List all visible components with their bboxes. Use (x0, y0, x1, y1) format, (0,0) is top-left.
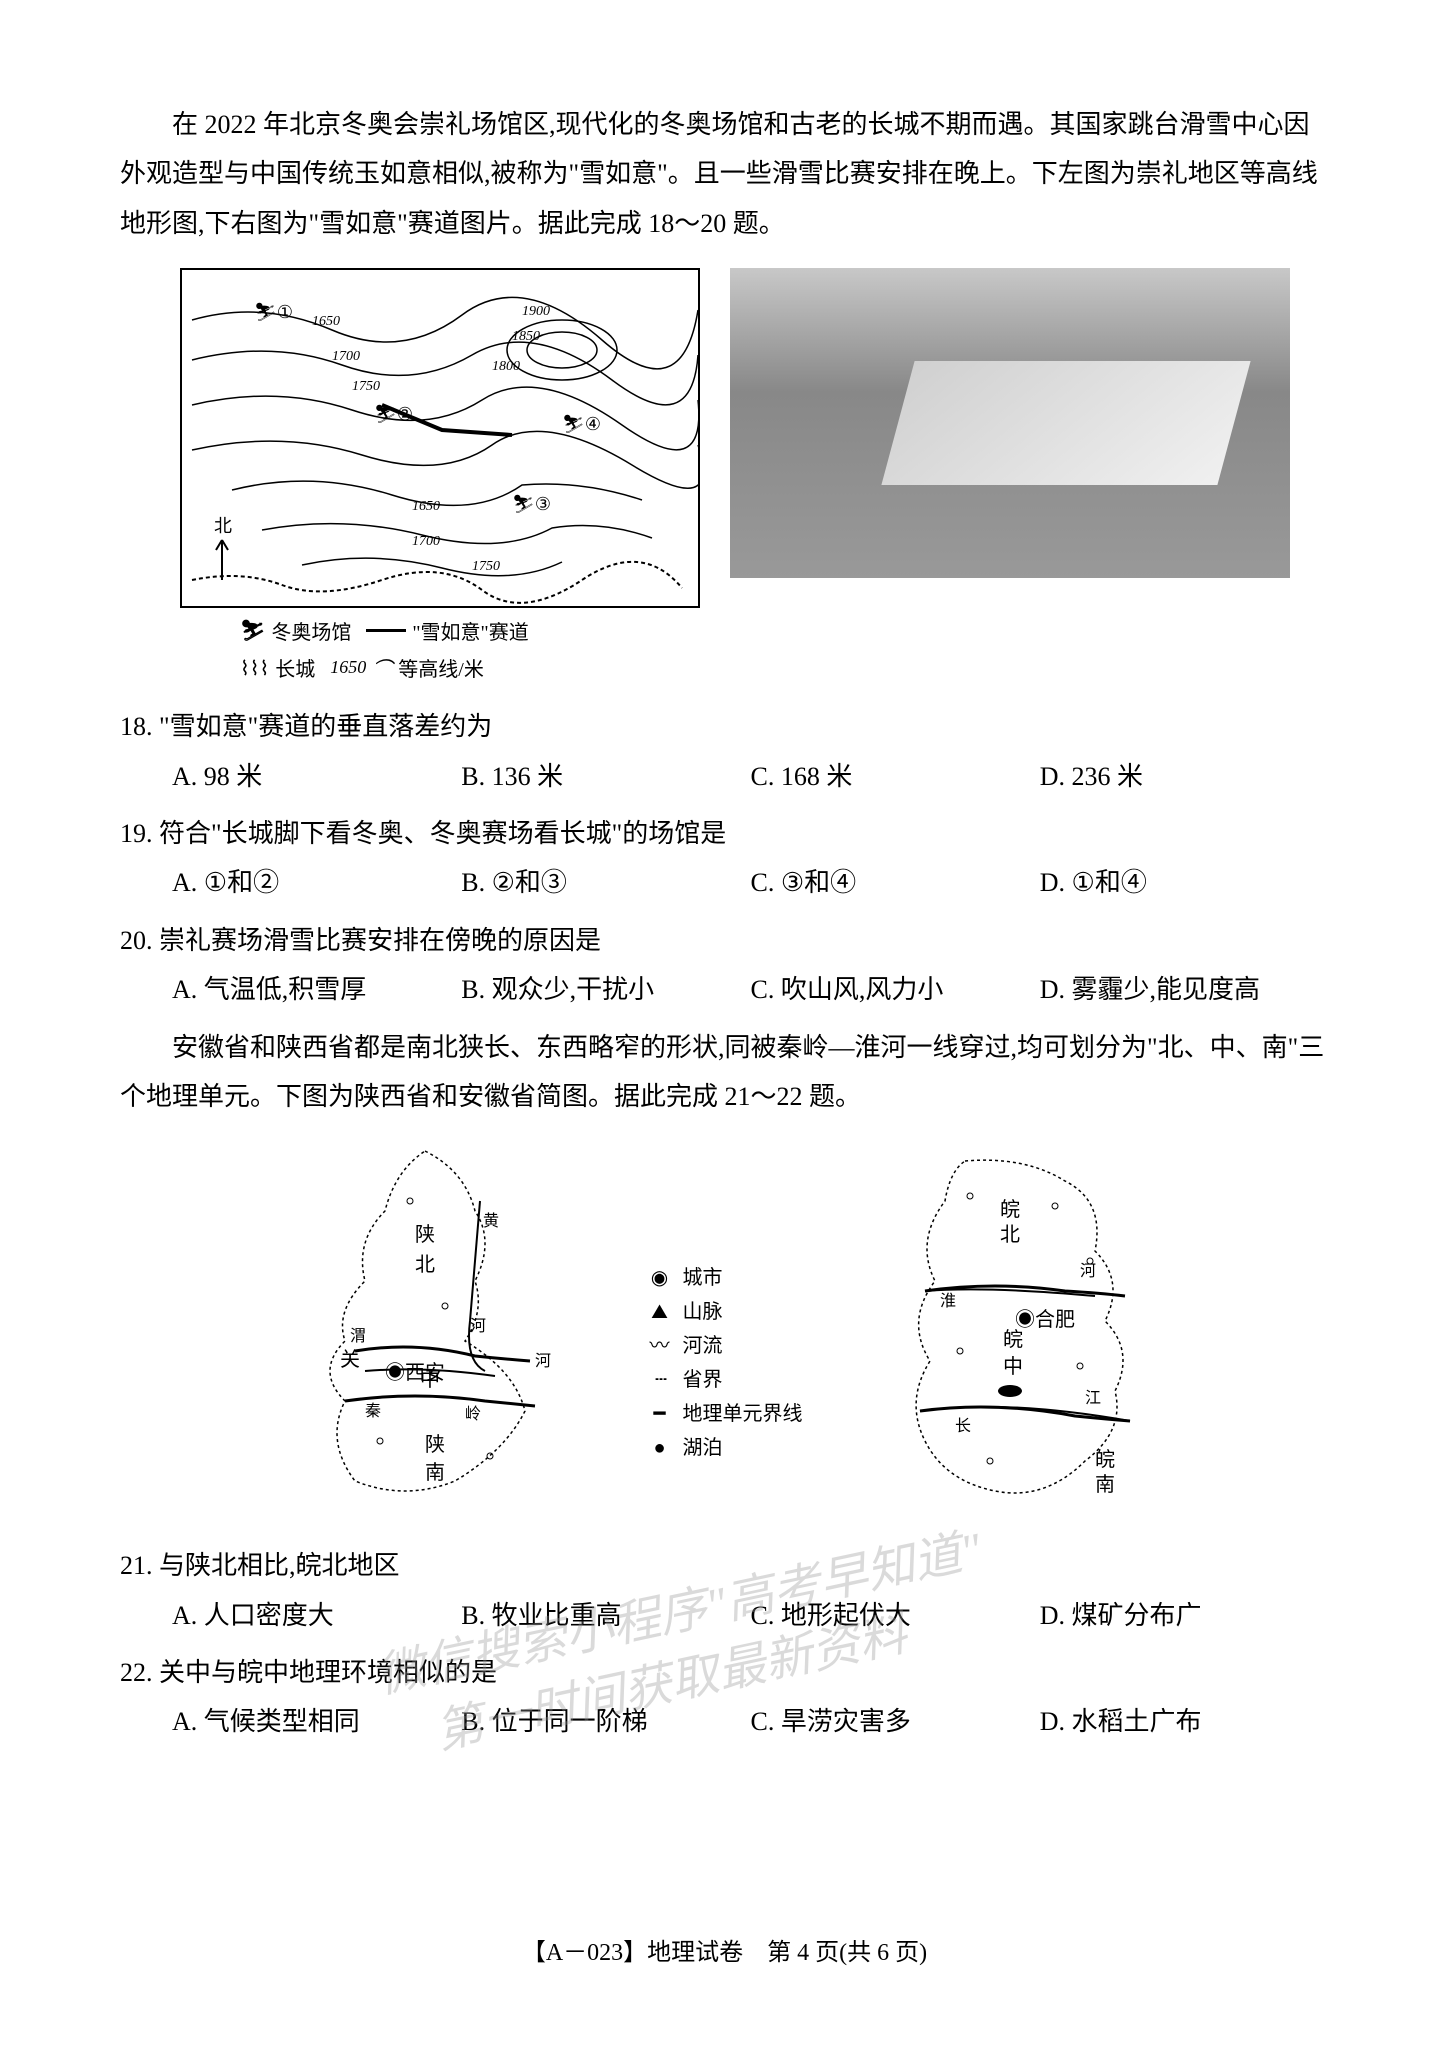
svg-text:岭: 岭 (465, 1405, 481, 1423)
legend-venue: 冬奥场馆 (271, 616, 351, 645)
q21-option-c: C. 地形起伏大 (751, 1591, 1040, 1640)
q19-option-d: D. ①和④ (1040, 858, 1329, 907)
svg-text:1750: 1750 (352, 379, 380, 394)
svg-text:河: 河 (1080, 1262, 1096, 1280)
svg-text:◉西安: ◉西安 (385, 1361, 445, 1384)
legend-unit: 地理单元界线 (683, 1397, 803, 1431)
svg-text:陕: 陕 (425, 1433, 445, 1456)
q20-stem: 20. 崇礼赛场滑雪比赛安排在傍晚的原因是 (120, 916, 1329, 965)
svg-text:1900: 1900 (522, 304, 550, 319)
contour-map-wrapper: 1650 1700 1750 1650 1700 1750 1900 1850 … (180, 268, 700, 682)
svg-text:黄: 黄 (483, 1212, 499, 1230)
svg-text:皖: 皖 (1000, 1198, 1020, 1221)
svg-text:河: 河 (470, 1317, 486, 1335)
svg-text:江: 江 (1085, 1389, 1101, 1407)
question-19: 19. 符合"长城脚下看冬奥、冬奥赛场看长城"的场馆是 A. ①和② B. ②和… (120, 809, 1329, 908)
svg-text:渭: 渭 (350, 1327, 366, 1345)
legend-city: 城市 (683, 1261, 723, 1295)
page-footer: 【A－023】地理试卷 第 4 页(共 6 页) (0, 1932, 1449, 1967)
legend-river: 河流 (683, 1329, 723, 1363)
q19-option-a: A. ①和② (172, 858, 461, 907)
map-legend-row-2: ⌇⌇⌇长城 1650⌒等高线/米 (240, 653, 700, 682)
q21-stem: 21. 与陕北相比,皖北地区 (120, 1541, 1329, 1590)
q20-option-a: A. 气温低,积雪厚 (172, 965, 461, 1014)
q19-option-c: C. ③和④ (751, 858, 1040, 907)
svg-text:中: 中 (1003, 1355, 1023, 1378)
q22-option-a: A. 气候类型相同 (172, 1697, 461, 1746)
venue-photo (730, 268, 1290, 578)
q21-option-d: D. 煤矿分布广 (1040, 1591, 1329, 1640)
svg-text:河: 河 (535, 1352, 551, 1370)
q21-option-b: B. 牧业比重高 (461, 1591, 750, 1640)
q22-stem: 22. 关中与皖中地理环境相似的是 (120, 1648, 1329, 1697)
shaanxi-map: 陕 北 关 中 陕 南 ◉西安 渭 河 秦 岭 黄 河 (265, 1141, 605, 1521)
q20-option-d: D. 雾霾少,能见度高 (1040, 965, 1329, 1014)
svg-text:南: 南 (1095, 1473, 1115, 1496)
figure-group-1: 1650 1700 1750 1650 1700 1750 1900 1850 … (180, 268, 1329, 682)
svg-text:◉合肥: ◉合肥 (1015, 1308, 1075, 1331)
contour-map: 1650 1700 1750 1650 1700 1750 1900 1850 … (180, 268, 700, 608)
q18-option-d: D. 236 米 (1040, 752, 1329, 801)
svg-text:1650: 1650 (312, 314, 340, 329)
svg-text:⛷①: ⛷① (254, 302, 293, 322)
q21-option-a: A. 人口密度大 (172, 1591, 461, 1640)
map-legend-row-1: ⛷冬奥场馆 "雪如意"赛道 (240, 616, 700, 645)
province-maps-container: 陕 北 关 中 陕 南 ◉西安 渭 河 秦 岭 黄 河 ◉城市 (120, 1141, 1329, 1521)
q22-option-b: B. 位于同一阶梯 (461, 1697, 750, 1746)
q22-option-c: C. 旱涝灾害多 (751, 1697, 1040, 1746)
svg-text:1650: 1650 (412, 499, 440, 514)
q20-option-c: C. 吹山风,风力小 (751, 965, 1040, 1014)
q19-option-b: B. ②和③ (461, 858, 750, 907)
question-18: 18. "雪如意"赛道的垂直落差约为 A. 98 米 B. 136 米 C. 1… (120, 702, 1329, 801)
legend-lake: 湖泊 (683, 1431, 723, 1465)
question-22: 22. 关中与皖中地理环境相似的是 A. 气候类型相同 B. 位于同一阶梯 C.… (120, 1648, 1329, 1747)
svg-text:长: 长 (955, 1417, 971, 1435)
q19-stem: 19. 符合"长城脚下看冬奥、冬奥赛场看长城"的场馆是 (120, 809, 1329, 858)
legend-contour: 等高线/米 (398, 653, 484, 682)
svg-text:关: 关 (340, 1348, 360, 1371)
svg-text:1700: 1700 (412, 534, 440, 549)
legend-wall: 长城 (275, 653, 315, 682)
svg-text:1850: 1850 (512, 329, 540, 344)
question-20: 20. 崇礼赛场滑雪比赛安排在傍晚的原因是 A. 气温低,积雪厚 B. 观众少,… (120, 916, 1329, 1015)
svg-text:皖: 皖 (1095, 1448, 1115, 1471)
svg-text:1700: 1700 (332, 349, 360, 364)
svg-text:北: 北 (214, 516, 232, 536)
svg-text:淮: 淮 (940, 1292, 956, 1310)
q22-option-d: D. 水稻土广布 (1040, 1697, 1329, 1746)
svg-text:⛷②: ⛷② (374, 404, 413, 424)
q20-option-b: B. 观众少,干扰小 (461, 965, 750, 1014)
legend-border: 省界 (683, 1363, 723, 1397)
province-map-legend: ◉城市 ⛰山脉 〰河流 ┄省界 ━地理单元界线 ●湖泊 (645, 1261, 805, 1521)
svg-text:1750: 1750 (472, 559, 500, 574)
legend-track: "雪如意"赛道 (412, 616, 528, 645)
svg-text:皖: 皖 (1003, 1328, 1023, 1351)
svg-text:秦: 秦 (365, 1402, 381, 1420)
intro-paragraph-2: 安徽省和陕西省都是南北狭长、东西略窄的形状,同被秦岭—淮河一线穿过,均可划分为"… (120, 1023, 1329, 1122)
svg-text:陕: 陕 (415, 1223, 435, 1246)
q18-option-b: B. 136 米 (461, 752, 750, 801)
q18-option-c: C. 168 米 (751, 752, 1040, 801)
svg-text:⛷③: ⛷③ (512, 494, 551, 514)
anhui-map: 皖 北 皖 中 皖 南 ◉合肥 淮 河 长 江 (845, 1141, 1185, 1521)
svg-text:南: 南 (425, 1461, 445, 1484)
legend-contour-val: 1650 (330, 657, 366, 678)
intro-paragraph-1: 在 2022 年北京冬奥会崇礼场馆区,现代化的冬奥场馆和古老的长城不期而遇。其国… (120, 100, 1329, 248)
q18-stem: 18. "雪如意"赛道的垂直落差约为 (120, 702, 1329, 751)
svg-text:北: 北 (1000, 1223, 1020, 1246)
svg-text:1800: 1800 (492, 359, 520, 374)
question-21: 21. 与陕北相比,皖北地区 A. 人口密度大 B. 牧业比重高 C. 地形起伏… (120, 1541, 1329, 1640)
svg-text:北: 北 (415, 1253, 435, 1276)
legend-mountain: 山脉 (683, 1295, 723, 1329)
svg-text:⛷④: ⛷④ (562, 414, 601, 434)
q18-option-a: A. 98 米 (172, 752, 461, 801)
